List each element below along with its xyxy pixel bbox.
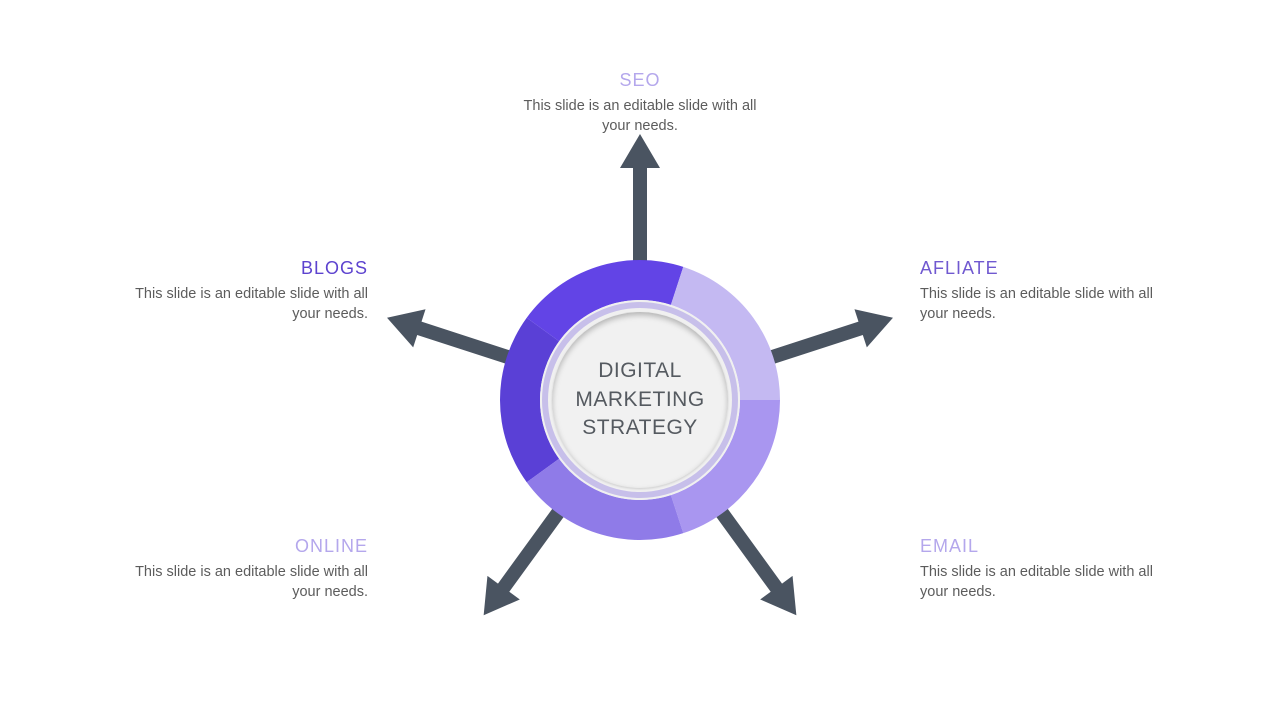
- label-seo: SEO This slide is an editable slide with …: [520, 70, 760, 136]
- label-title-seo: SEO: [520, 70, 760, 91]
- label-afliate: AFLIATE This slide is an editable slide w…: [920, 258, 1160, 324]
- center-hub: DIGITALMARKETINGSTRATEGY: [490, 250, 790, 550]
- diagram-stage: DIGITALMARKETINGSTRATEGY SEO This slide i…: [0, 0, 1280, 720]
- label-desc-afliate: This slide is an editable slide with all…: [920, 285, 1160, 324]
- label-title-afliate: AFLIATE: [920, 258, 1160, 279]
- label-desc-seo: This slide is an editable slide with all…: [520, 97, 760, 136]
- label-title-online: ONLINE: [128, 536, 368, 557]
- label-desc-email: This slide is an editable slide with all…: [920, 563, 1160, 602]
- label-online: ONLINE This slide is an editable slide wi…: [128, 536, 368, 602]
- label-desc-blogs: This slide is an editable slide with all…: [128, 285, 368, 324]
- label-title-blogs: BLOGS: [128, 258, 368, 279]
- center-circle: DIGITALMARKETINGSTRATEGY: [552, 312, 728, 488]
- label-desc-online: This slide is an editable slide with all…: [128, 563, 368, 602]
- center-title: DIGITALMARKETINGSTRATEGY: [575, 357, 704, 442]
- label-title-email: EMAIL: [920, 536, 1160, 557]
- label-email: EMAIL This slide is an editable slide wit…: [920, 536, 1160, 602]
- label-blogs: BLOGS This slide is an editable slide wit…: [128, 258, 368, 324]
